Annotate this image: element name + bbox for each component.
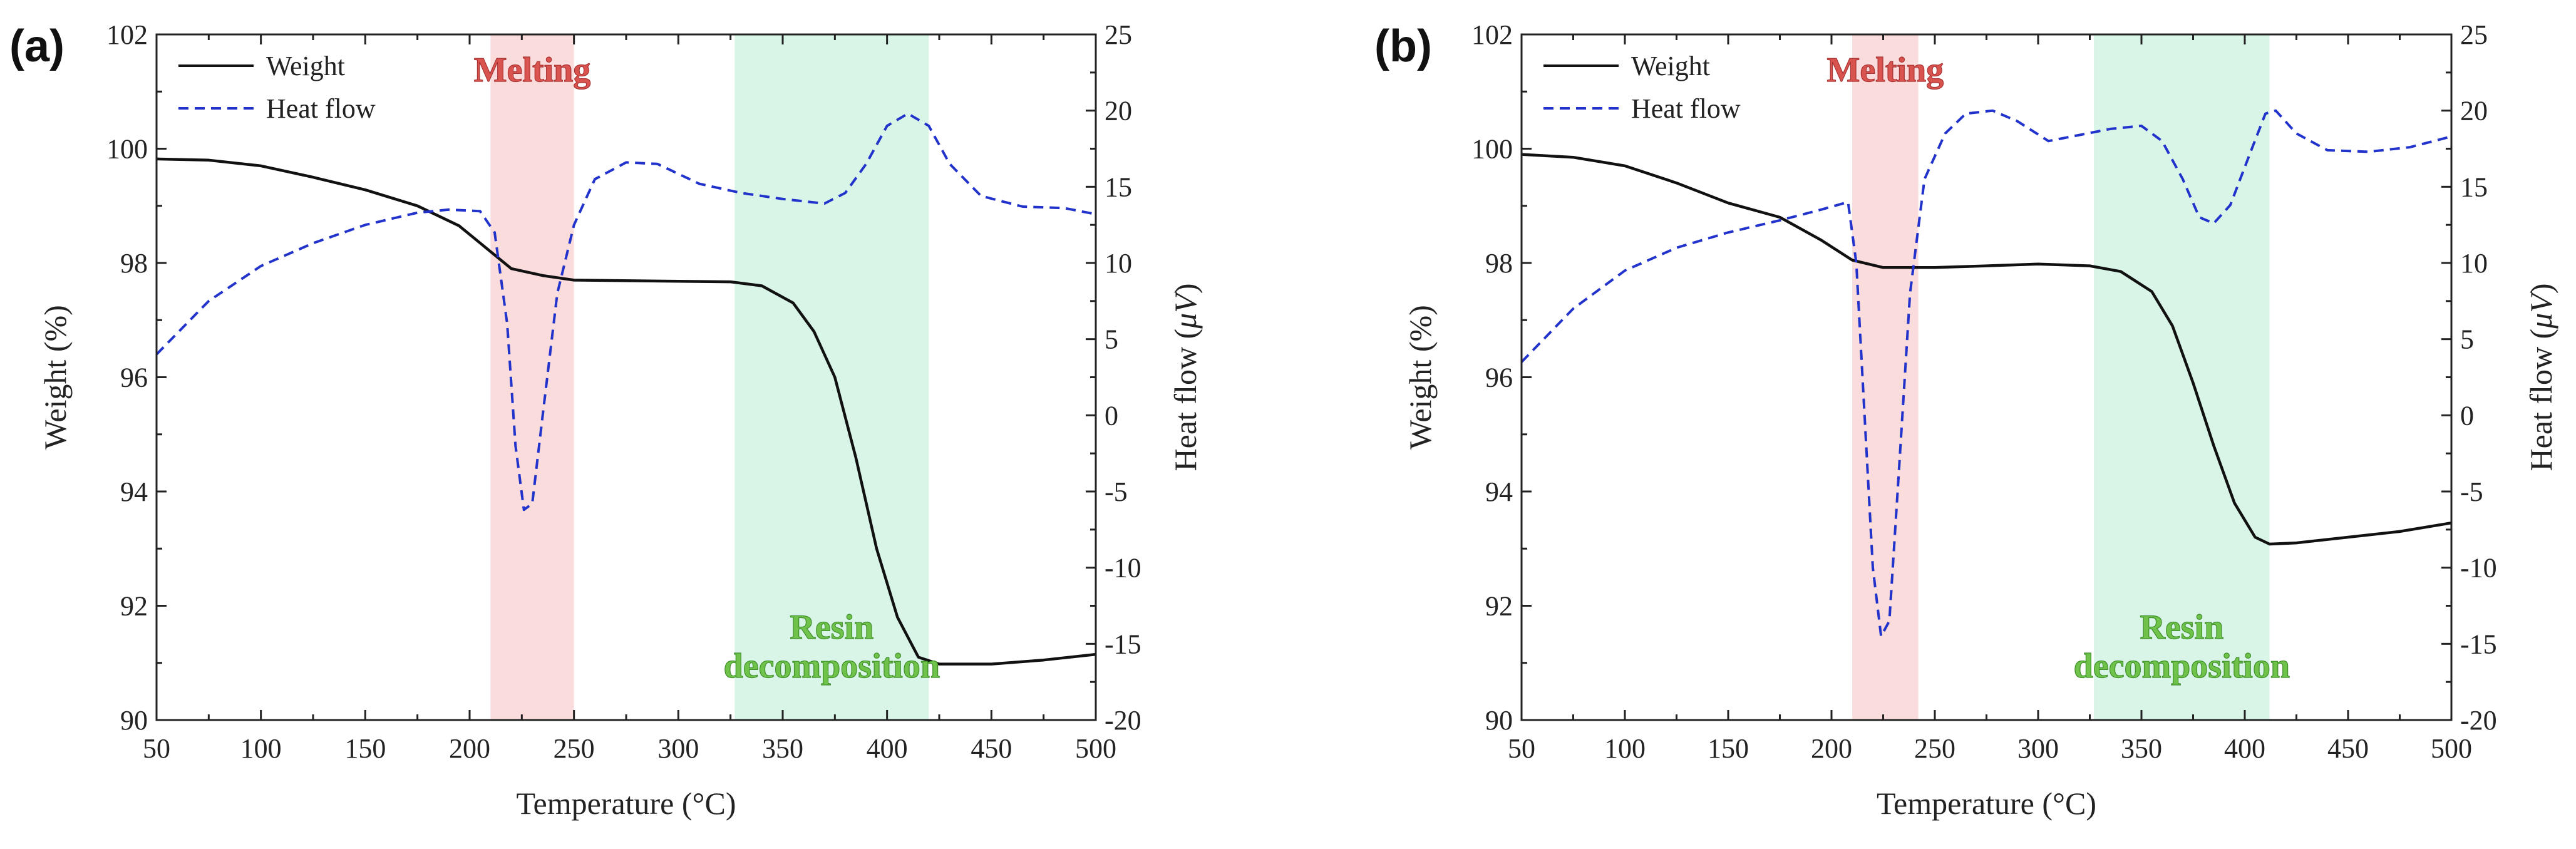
y-right-tick-label: -5 [2460,476,2483,507]
x-tick-label: 200 [449,733,490,764]
x-tick-label: 250 [1914,733,1955,764]
x-axis-label: Temperature (°C) [1877,786,2096,821]
x-tick-label: 400 [867,733,908,764]
y-right-label-suffix: ) [1168,284,1203,294]
y-right-tick-label: 5 [2460,324,2474,355]
y-right-tick-label: -10 [1105,553,1141,584]
y-left-tick-label: 92 [1485,591,1513,622]
y-right-tick-label: 10 [2460,248,2488,279]
y-right-tick-label: -20 [1105,705,1141,736]
y-right-tick-label: -15 [1105,629,1141,659]
x-tick-label: 100 [1604,733,1646,764]
chart-panel-b: 50 100 150 200 250 300 350 400 450 50090929496981… [1374,19,2558,821]
decomposition-region [2094,34,2270,720]
x-tick-label: 200 [1811,733,1852,764]
legend-weight-label: Weight [266,51,345,81]
y-left-axis-label: Weight (%) [38,305,73,450]
decomposition-label-line1: Resin [2140,608,2223,647]
y-right-tick-label: 25 [2460,19,2488,50]
y-right-axis-label: Heat flow (μV) [2523,284,2558,471]
decomposition-label-line2: decomposition [2074,647,2290,686]
x-tick-label: 500 [2431,733,2472,764]
decomposition-label-line1: Resin [790,608,873,647]
x-tick-label: 100 [240,733,282,764]
x-tick-label: 350 [762,733,803,764]
y-left-tick-label: 98 [120,248,148,279]
x-tick-label: 250 [554,733,595,764]
y-right-tick-label: -5 [1105,476,1128,507]
y-right-tick-label: 5 [1105,324,1118,355]
x-tick-label: 500 [1075,733,1116,764]
melting-region [490,34,574,720]
y-right-label-prefix: Heat flow ( [2523,329,2558,471]
x-tick-label: 300 [2017,733,2059,764]
y-left-tick-label: 92 [120,591,148,622]
x-tick-label: 450 [971,733,1012,764]
y-left-tick-label: 94 [120,476,148,507]
plot-frame [1520,33,2453,721]
y-left-tick-label: 90 [120,705,148,736]
y-right-label-suffix: ) [2523,284,2558,294]
x-axis-label: Temperature (°C) [516,786,736,821]
heat-flow-series-line [1520,109,2452,638]
weight-series-line [1521,153,2452,546]
y-left-tick-label: 96 [120,363,148,393]
y-right-tick-label: 0 [2460,400,2474,431]
panel-label: (a) [9,21,64,71]
y-left-tick-label: 98 [1485,248,1513,279]
x-tick-label: 50 [143,733,170,764]
melting-region [1852,34,1919,720]
y-left-tick-label: 102 [106,19,148,50]
melting-label: Melting [474,51,591,90]
panel-label: (b) [1374,21,1432,71]
x-tick-label: 50 [1508,733,1535,764]
y-right-axis-label: Heat flow (μV) [1168,284,1203,471]
y-left-tick-label: 100 [106,134,148,165]
x-tick-label: 150 [1708,733,1749,764]
y-right-tick-label: 20 [2460,96,2488,126]
legend-heat-flow-label: Heat flow [266,93,376,124]
legend-heat-flow-label: Heat flow [1631,93,1741,124]
y-right-tick-label: -20 [2460,705,2497,736]
y-left-tick-label: 100 [1471,134,1513,165]
melting-label: Melting [1826,51,1944,90]
plot-frame [155,33,1097,721]
y-left-axis-label: Weight (%) [1403,305,1438,450]
decomposition-region [734,34,929,720]
x-tick-label: 350 [2121,733,2162,764]
y-right-tick-label: 25 [1105,19,1132,50]
heat-flow-series-line [155,112,1096,512]
chart-panel-a: 50 100 150 200 250 300 350 400 450 50090929496981… [9,19,1203,821]
y-left-tick-label: 94 [1485,476,1513,507]
y-left-tick-label: 102 [1471,19,1513,50]
y-left-tick-label: 96 [1485,363,1513,393]
x-tick-label: 150 [344,733,386,764]
y-right-tick-label: -10 [2460,553,2497,584]
x-tick-label: 400 [2224,733,2265,764]
decomposition-label-line2: decomposition [724,647,940,686]
y-right-label-unit: μV [2523,291,2558,329]
y-right-tick-label: -15 [2460,629,2497,659]
y-right-tick-label: 15 [1105,172,1132,202]
y-right-label-unit: μV [1168,291,1203,329]
y-right-tick-label: 0 [1105,400,1118,431]
y-left-tick-label: 90 [1485,705,1513,736]
weight-series-line [156,157,1096,666]
y-right-tick-label: 15 [2460,172,2488,202]
x-tick-label: 300 [657,733,699,764]
y-right-tick-label: 20 [1105,96,1132,126]
y-right-label-prefix: Heat flow ( [1168,329,1203,471]
x-tick-label: 450 [2327,733,2369,764]
legend-weight-label: Weight [1631,51,1710,81]
y-right-tick-label: 10 [1105,248,1132,279]
